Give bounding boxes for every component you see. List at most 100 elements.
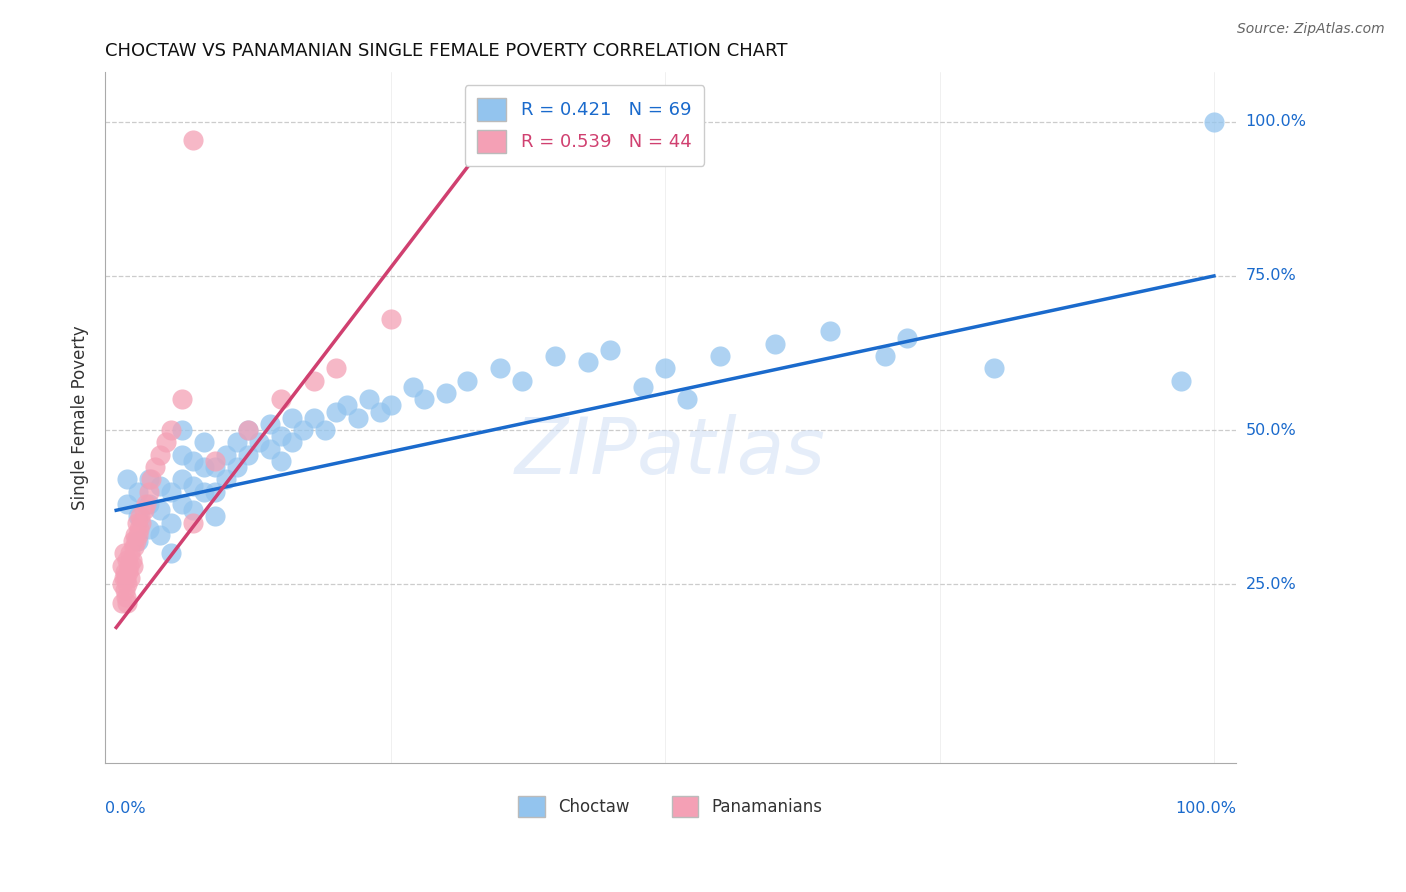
Point [124, 528, 146, 542]
Text: 100.0%: 100.0% [1175, 801, 1236, 816]
Point [111, 596, 134, 610]
Point [193, 435, 215, 450]
Point [434, 386, 457, 401]
Point [131, 516, 153, 530]
Point [456, 374, 478, 388]
Point [149, 503, 172, 517]
Point [236, 423, 259, 437]
Point [226, 435, 249, 450]
Text: 50.0%: 50.0% [1246, 423, 1296, 438]
Point [302, 374, 325, 388]
Y-axis label: Single Female Poverty: Single Female Poverty [72, 326, 89, 510]
Point [204, 484, 226, 499]
Point [121, 534, 143, 549]
Point [204, 509, 226, 524]
Point [120, 571, 142, 585]
Point [270, 392, 292, 407]
Point [259, 442, 281, 456]
Point [336, 399, 359, 413]
Point [128, 522, 150, 536]
Point [160, 423, 183, 437]
Point [129, 509, 152, 524]
Point [149, 528, 172, 542]
Point [141, 472, 163, 486]
Point [181, 454, 204, 468]
Point [193, 460, 215, 475]
Text: 0.0%: 0.0% [105, 801, 146, 816]
Text: Source: ZipAtlas.com: Source: ZipAtlas.com [1237, 22, 1385, 37]
Point [896, 330, 918, 344]
Point [115, 497, 138, 511]
Point [576, 355, 599, 369]
Point [259, 417, 281, 431]
Point [118, 558, 141, 573]
Point [1170, 374, 1192, 388]
Point [111, 577, 134, 591]
Point [380, 312, 402, 326]
Point [983, 361, 1005, 376]
Point [127, 509, 149, 524]
Point [138, 522, 160, 536]
Point [181, 133, 204, 147]
Point [127, 528, 149, 542]
Point [281, 435, 304, 450]
Text: ZIPatlas: ZIPatlas [515, 414, 825, 491]
Point [111, 558, 134, 573]
Point [247, 435, 270, 450]
Point [115, 472, 138, 486]
Point [544, 349, 567, 363]
Point [1202, 115, 1225, 129]
Point [135, 497, 157, 511]
Point [143, 460, 166, 475]
Point [125, 534, 148, 549]
Point [676, 392, 699, 407]
Point [127, 484, 149, 499]
Point [346, 410, 368, 425]
Point [181, 478, 204, 492]
Point [654, 361, 676, 376]
Point [155, 435, 177, 450]
Point [314, 423, 336, 437]
Text: CHOCTAW VS PANAMANIAN SINGLE FEMALE POVERTY CORRELATION CHART: CHOCTAW VS PANAMANIAN SINGLE FEMALE POVE… [105, 42, 787, 60]
Point [170, 423, 193, 437]
Point [281, 410, 304, 425]
Point [368, 404, 391, 418]
Text: 75.0%: 75.0% [1246, 268, 1296, 284]
Point [226, 460, 249, 475]
Point [160, 516, 183, 530]
Point [170, 448, 193, 462]
Point [170, 497, 193, 511]
Point [122, 541, 145, 555]
Point [236, 448, 259, 462]
Legend: Choctaw, Panamanians: Choctaw, Panamanians [512, 789, 830, 824]
Point [193, 484, 215, 499]
Point [631, 380, 654, 394]
Point [112, 546, 135, 560]
Point [412, 392, 434, 407]
Point [120, 546, 142, 560]
Point [709, 349, 731, 363]
Point [236, 423, 259, 437]
Point [873, 349, 896, 363]
Point [325, 404, 347, 418]
Text: 100.0%: 100.0% [1246, 114, 1306, 129]
Point [114, 583, 136, 598]
Point [291, 423, 314, 437]
Point [138, 497, 160, 511]
Point [204, 460, 226, 475]
Point [149, 478, 172, 492]
Point [170, 392, 193, 407]
Point [215, 448, 238, 462]
Point [302, 410, 325, 425]
Point [121, 558, 143, 573]
Point [357, 392, 380, 407]
Point [325, 361, 347, 376]
Point [599, 343, 621, 357]
Point [170, 472, 193, 486]
Point [270, 454, 292, 468]
Point [115, 590, 138, 604]
Point [489, 361, 512, 376]
Point [114, 565, 136, 579]
Point [270, 429, 292, 443]
Point [149, 448, 172, 462]
